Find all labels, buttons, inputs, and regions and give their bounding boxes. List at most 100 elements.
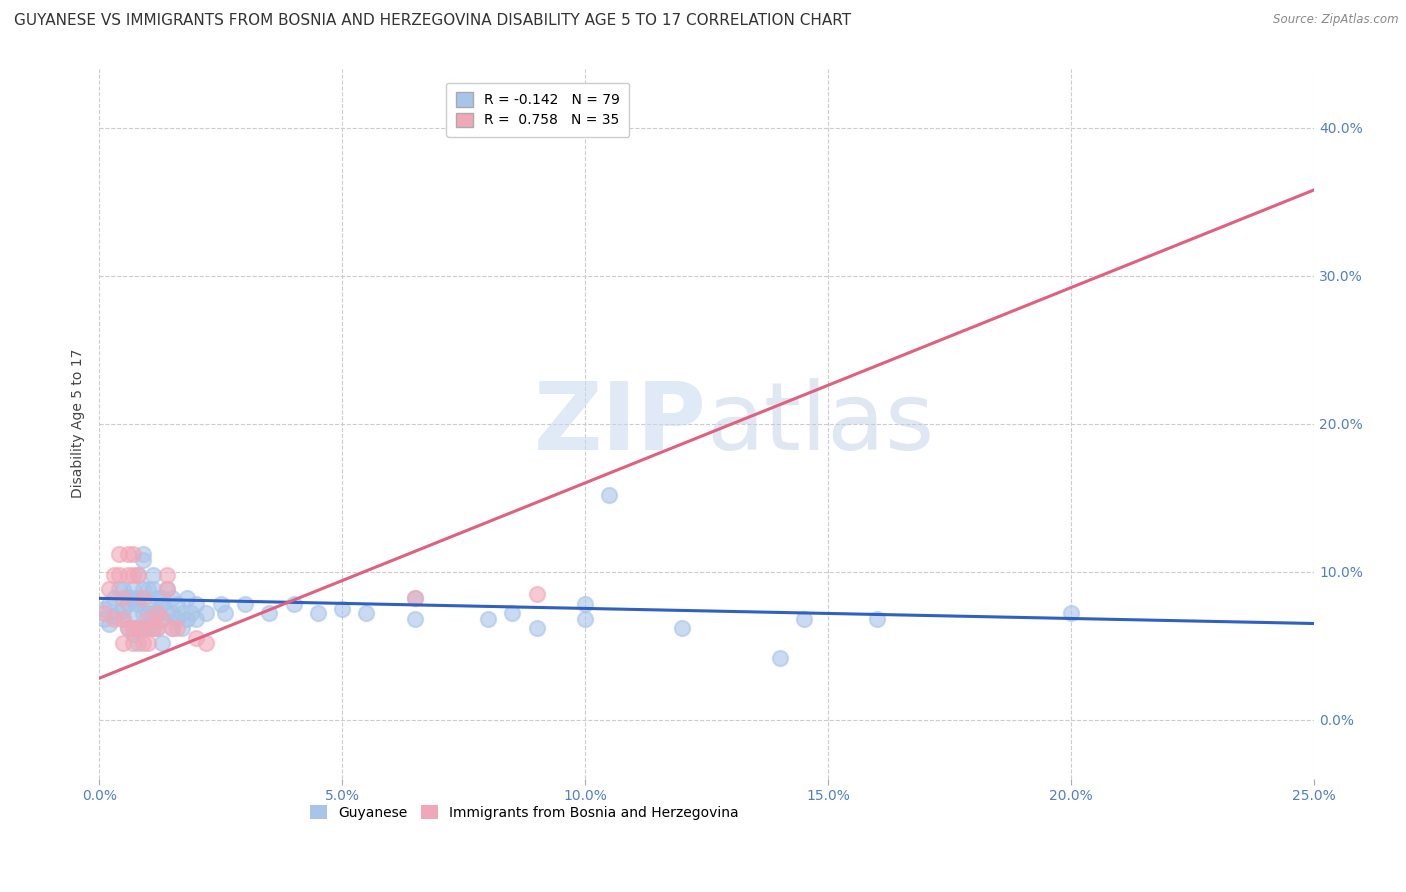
Point	[768, 650, 790, 665]
Point	[156, 606, 179, 620]
Text: atlas: atlas	[707, 377, 935, 470]
Point	[170, 606, 193, 620]
Point	[103, 609, 125, 624]
Point	[146, 621, 169, 635]
Point	[107, 582, 129, 597]
Point	[142, 567, 165, 582]
Point	[146, 606, 169, 620]
Point	[142, 606, 165, 620]
Point	[117, 547, 139, 561]
Point	[103, 612, 125, 626]
Point	[550, 98, 572, 112]
Text: ZIP: ZIP	[534, 377, 707, 470]
Point	[574, 612, 596, 626]
Point	[170, 621, 193, 635]
Point	[574, 597, 596, 611]
Point	[127, 567, 149, 582]
Point	[142, 582, 165, 597]
Point	[526, 621, 548, 635]
Point	[160, 621, 183, 635]
Point	[127, 567, 149, 582]
Point	[866, 612, 889, 626]
Point	[122, 606, 145, 620]
Point	[146, 606, 169, 620]
Point	[132, 621, 155, 635]
Point	[93, 606, 115, 620]
Point	[117, 621, 139, 635]
Point	[330, 601, 353, 615]
Point	[112, 582, 135, 597]
Point	[122, 627, 145, 641]
Point	[122, 621, 145, 635]
Y-axis label: Disability Age 5 to 17: Disability Age 5 to 17	[72, 349, 86, 499]
Point	[598, 488, 620, 502]
Point	[283, 597, 305, 611]
Point	[150, 636, 173, 650]
Point	[214, 606, 236, 620]
Point	[793, 612, 815, 626]
Point	[209, 597, 232, 611]
Point	[166, 597, 188, 611]
Point	[150, 612, 173, 626]
Point	[156, 582, 179, 597]
Point	[160, 606, 183, 620]
Point	[122, 582, 145, 597]
Point	[156, 567, 179, 582]
Point	[136, 606, 159, 620]
Point	[180, 606, 202, 620]
Text: GUYANESE VS IMMIGRANTS FROM BOSNIA AND HERZEGOVINA DISABILITY AGE 5 TO 17 CORREL: GUYANESE VS IMMIGRANTS FROM BOSNIA AND H…	[14, 13, 851, 29]
Point	[156, 582, 179, 597]
Point	[186, 597, 208, 611]
Point	[132, 582, 155, 597]
Point	[166, 621, 188, 635]
Point	[132, 547, 155, 561]
Point	[127, 591, 149, 606]
Point	[526, 587, 548, 601]
Point	[132, 606, 155, 620]
Point	[404, 591, 426, 606]
Point	[404, 591, 426, 606]
Point	[136, 597, 159, 611]
Point	[107, 606, 129, 620]
Point	[122, 547, 145, 561]
Point	[122, 636, 145, 650]
Point	[112, 636, 135, 650]
Point	[136, 636, 159, 650]
Point	[146, 621, 169, 635]
Point	[501, 606, 523, 620]
Point	[93, 612, 115, 626]
Point	[97, 597, 120, 611]
Point	[117, 621, 139, 635]
Point	[160, 621, 183, 635]
Point	[186, 612, 208, 626]
Point	[107, 567, 129, 582]
Point	[477, 612, 499, 626]
Point	[150, 591, 173, 606]
Point	[160, 591, 183, 606]
Point	[136, 612, 159, 626]
Point	[103, 591, 125, 606]
Point	[150, 597, 173, 611]
Point	[150, 612, 173, 626]
Point	[127, 597, 149, 611]
Point	[112, 591, 135, 606]
Text: Source: ZipAtlas.com: Source: ZipAtlas.com	[1274, 13, 1399, 27]
Point	[142, 621, 165, 635]
Point	[107, 547, 129, 561]
Point	[122, 591, 145, 606]
Point	[195, 636, 218, 650]
Point	[103, 567, 125, 582]
Point	[112, 603, 135, 617]
Point	[132, 591, 155, 606]
Point	[233, 597, 256, 611]
Point	[176, 591, 198, 606]
Point	[112, 612, 135, 626]
Point	[257, 606, 280, 620]
Point	[1060, 606, 1083, 620]
Point	[136, 582, 159, 597]
Point	[136, 621, 159, 635]
Point	[132, 636, 155, 650]
Point	[186, 632, 208, 646]
Point	[195, 606, 218, 620]
Point	[307, 606, 329, 620]
